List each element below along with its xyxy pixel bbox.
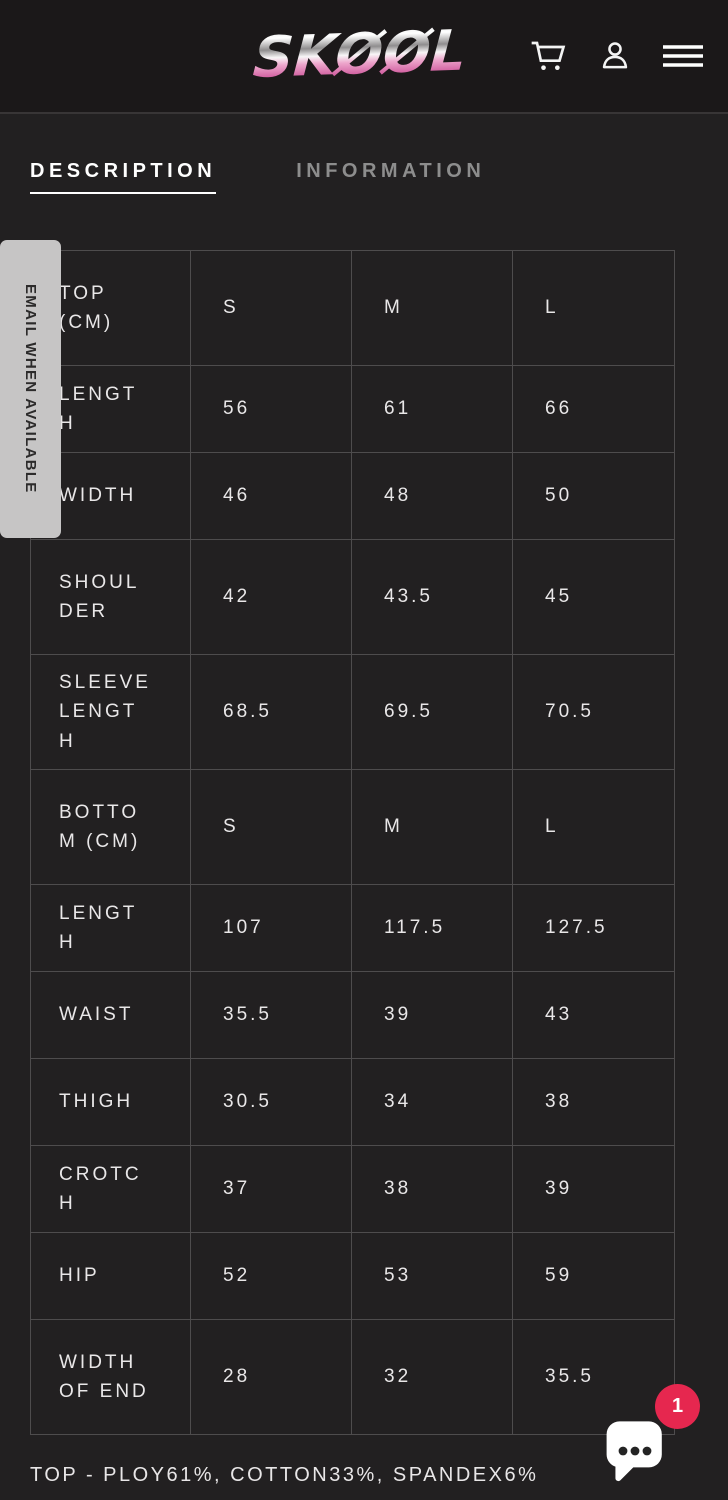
- cell-value: 35.5: [512, 1320, 674, 1434]
- cell-value: 43.5: [351, 540, 512, 654]
- table-row: BOTTOM (CM) S M L: [31, 769, 674, 884]
- table-row: THIGH 30.5 34 38: [31, 1058, 674, 1145]
- tab-description[interactable]: DESCRIPTION: [30, 160, 217, 194]
- cell-value: 61: [351, 366, 512, 452]
- cell-value: 127.5: [512, 885, 674, 971]
- row-label: LENGTH: [59, 902, 138, 953]
- row-label: WAIST: [59, 1004, 134, 1026]
- email-when-available-button[interactable]: EMAIL WHEN AVAILABLE: [0, 240, 61, 538]
- row-label: BOTTOM (CM): [59, 801, 141, 852]
- cell-value: 66: [512, 366, 674, 452]
- account-icon[interactable]: [596, 37, 634, 75]
- table-row: TOP (CM) S M L: [31, 251, 674, 365]
- cell-value: 69.5: [351, 655, 512, 769]
- table-row: WAIST 35.5 39 43: [31, 971, 674, 1058]
- tab-information[interactable]: INFORMATION: [296, 160, 486, 182]
- cell-value: S: [190, 770, 351, 884]
- cell-value: 52: [190, 1233, 351, 1319]
- fabric-composition-text: TOP - PLOY61%, COTTON33%, SPANDEX6%: [30, 1464, 539, 1486]
- row-label: WIDTH OF END: [59, 1351, 149, 1402]
- cell-value: 59: [512, 1233, 674, 1319]
- table-row: LENGTH 56 61 66: [31, 365, 674, 452]
- cell-value: 39: [351, 972, 512, 1058]
- product-tabs: DESCRIPTION INFORMATION: [30, 160, 485, 194]
- cell-value: 28: [190, 1320, 351, 1434]
- table-row: LENGTH 107 117.5 127.5: [31, 884, 674, 971]
- cell-value: 53: [351, 1233, 512, 1319]
- cell-value: 68.5: [190, 655, 351, 769]
- chat-launcher-button[interactable]: [602, 1418, 672, 1498]
- row-label: HIP: [59, 1265, 100, 1287]
- row-label: LENGTH: [59, 383, 138, 434]
- cell-value: 45: [512, 540, 674, 654]
- cell-value: 34: [351, 1059, 512, 1145]
- table-row: HIP 52 53 59: [31, 1232, 674, 1319]
- brand-logo[interactable]: SKØØL: [250, 18, 469, 92]
- chat-unread-badge: 1: [655, 1384, 700, 1429]
- cell-value: S: [190, 251, 351, 365]
- cell-value: M: [351, 251, 512, 365]
- cell-value: 46: [190, 453, 351, 539]
- row-label: TOP (CM): [59, 282, 114, 333]
- row-label: CROTCH: [59, 1163, 142, 1214]
- row-label: SHOULDER: [59, 571, 140, 622]
- cell-value: 56: [190, 366, 351, 452]
- cell-value: 107: [190, 885, 351, 971]
- row-label: THIGH: [59, 1091, 134, 1113]
- table-row: CROTCH 37 38 39: [31, 1145, 674, 1232]
- cell-value: 117.5: [351, 885, 512, 971]
- cell-value: 30.5: [190, 1059, 351, 1145]
- cell-value: 48: [351, 453, 512, 539]
- cart-icon[interactable]: [528, 36, 568, 76]
- cell-value: 39: [512, 1146, 674, 1232]
- cell-value: 35.5: [190, 972, 351, 1058]
- menu-icon[interactable]: [662, 38, 704, 74]
- cell-value: 70.5: [512, 655, 674, 769]
- table-row: WIDTH OF END 28 32 35.5: [31, 1319, 674, 1434]
- table-row: SHOULDER 42 43.5 45: [31, 539, 674, 654]
- cell-value: L: [512, 770, 674, 884]
- email-when-available-label: EMAIL WHEN AVAILABLE: [22, 284, 39, 494]
- size-table: TOP (CM) S M L LENGTH 56 61 66 WIDTH 46 48 50 SHOULD…: [30, 250, 675, 1435]
- cell-value: 37: [190, 1146, 351, 1232]
- cell-value: 38: [512, 1059, 674, 1145]
- table-row: WIDTH 46 48 50: [31, 452, 674, 539]
- cell-value: 38: [351, 1146, 512, 1232]
- row-label: SLEEVE LENGTH: [59, 671, 151, 752]
- header: SKØØL: [0, 0, 728, 114]
- row-label: WIDTH: [59, 485, 137, 507]
- cell-value: M: [351, 770, 512, 884]
- header-icons: [528, 36, 704, 76]
- cell-value: 43: [512, 972, 674, 1058]
- cell-value: 42: [190, 540, 351, 654]
- cell-value: L: [512, 251, 674, 365]
- cell-value: 32: [351, 1320, 512, 1434]
- cell-value: 50: [512, 453, 674, 539]
- table-row: SLEEVE LENGTH 68.5 69.5 70.5: [31, 654, 674, 769]
